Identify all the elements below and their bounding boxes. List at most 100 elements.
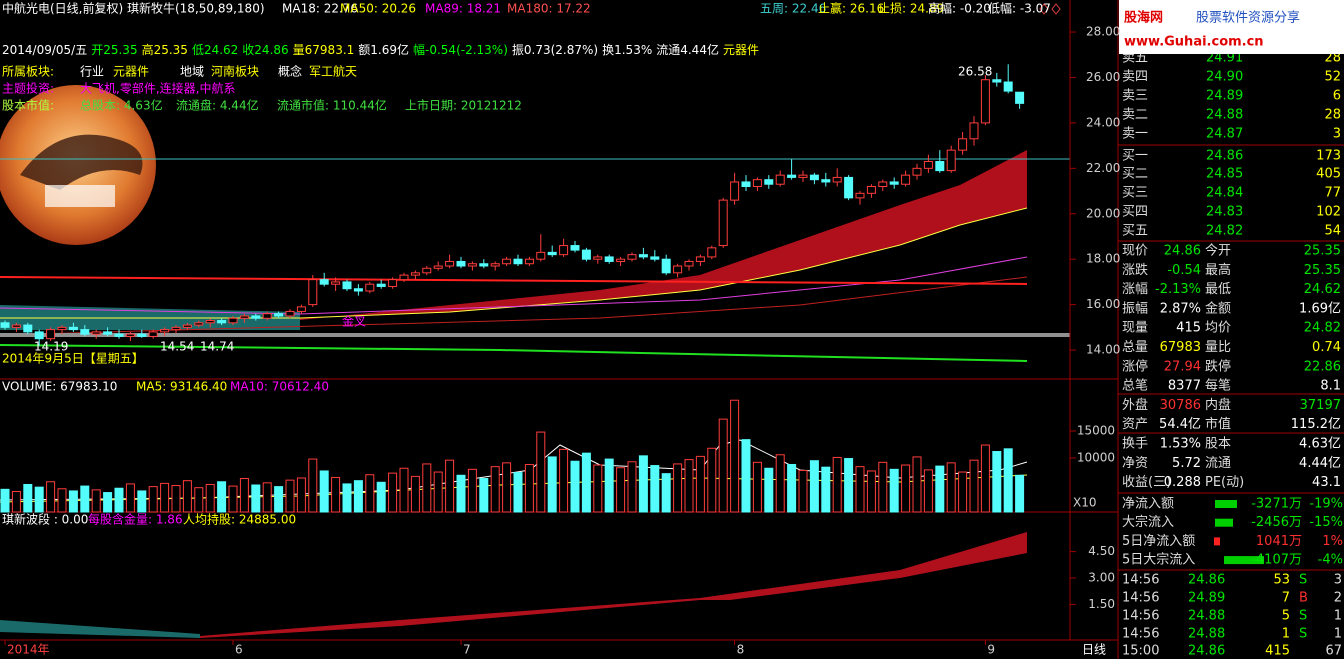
- volume-bar: [1003, 448, 1013, 513]
- bar-info-item: 元器件: [723, 43, 759, 57]
- volume-bar: [262, 482, 272, 513]
- trade-side: B: [1299, 591, 1308, 606]
- volume-bar: [901, 464, 911, 513]
- volume-bar: [730, 399, 740, 513]
- quote-label: 金额: [1205, 300, 1231, 316]
- book-label: 买四: [1122, 205, 1148, 220]
- volume-bar: [433, 471, 443, 513]
- quote-label: 换手: [1122, 437, 1148, 452]
- volume-bar: [410, 475, 420, 513]
- candle-body: [239, 315, 249, 319]
- info-item: 股本市值:: [2, 98, 54, 113]
- quote-label: 现量: [1122, 321, 1148, 336]
- volume-bar: [103, 492, 113, 513]
- bar-info: 2014/09/05/五 开25.35 高25.35 低24.62 收24.86 量679…: [2, 42, 759, 57]
- volume-bar: [741, 439, 751, 513]
- book-label: 买五: [1122, 224, 1148, 239]
- flow-label: 5日大宗流入: [1122, 552, 1195, 568]
- candle-body: [593, 256, 603, 260]
- volume-bar: [68, 490, 78, 513]
- candle-body: [456, 260, 466, 267]
- volume-bar: [536, 431, 546, 513]
- candle-body: [46, 329, 56, 340]
- candle-body: [68, 326, 78, 331]
- volume-bar: [182, 480, 192, 513]
- flow-label: 5日净流入额: [1122, 534, 1195, 549]
- trade-side: S: [1299, 627, 1307, 642]
- bar-info-item: 2014/09/05/五: [2, 43, 87, 57]
- candle-body: [217, 320, 227, 324]
- quote-value: 5.72: [1172, 456, 1201, 471]
- candle-body: [182, 324, 192, 328]
- volume-bar: [958, 471, 968, 513]
- volume-bar: [353, 480, 363, 513]
- quote-label: 市值: [1205, 416, 1231, 432]
- candle-body: [958, 138, 968, 151]
- bar-info-item: 量67983.1: [293, 43, 355, 57]
- info-item: 所属板块:: [2, 65, 54, 79]
- green-line: [0, 344, 1028, 362]
- volume-bar: [342, 483, 352, 513]
- candle-body: [376, 283, 386, 287]
- book-volume: 54: [1324, 224, 1341, 239]
- book-volume: 6: [1333, 89, 1341, 104]
- candle-body: [137, 333, 147, 337]
- candle-body: [616, 258, 626, 262]
- candle-body: [365, 283, 375, 292]
- candle-body: [467, 263, 477, 267]
- wave-band: [200, 532, 1027, 638]
- volume-bar: [445, 459, 455, 513]
- flow-bar: [1214, 537, 1220, 546]
- y-tick-label: 15000: [1077, 423, 1115, 437]
- annotation: 26.58: [958, 65, 992, 79]
- candle-body: [331, 281, 341, 285]
- trade-price: 24.88: [1188, 627, 1225, 642]
- quote-value: 37197: [1300, 398, 1341, 413]
- volume-bar: [456, 474, 466, 513]
- info-item: 上市日期: 20121212: [405, 98, 522, 113]
- candle-body: [980, 79, 990, 124]
- info-item: 主题投资:: [2, 81, 54, 96]
- quote-label: 振幅: [1122, 301, 1148, 316]
- trade-volume: 53: [1273, 573, 1290, 588]
- candle-body: [34, 331, 44, 340]
- quote-label: 每笔: [1205, 378, 1231, 394]
- volume-bar: [148, 486, 158, 513]
- candle-body: [502, 258, 512, 265]
- quote-value: 43.1: [1312, 475, 1341, 490]
- trade-count: 2: [1334, 591, 1342, 606]
- candle-body: [422, 267, 432, 274]
- candle-body: [912, 167, 922, 176]
- book-volume: 28: [1324, 108, 1341, 123]
- info-item: 概念: [278, 64, 302, 79]
- candle-body: [707, 247, 717, 258]
- volume-bar: [331, 476, 341, 513]
- info-item: 大飞机,零部件,连接器,中航系: [80, 81, 235, 96]
- candle-body: [536, 251, 546, 260]
- stop-value: 止损: 24.89: [878, 2, 944, 16]
- candle-body: [23, 324, 33, 333]
- trade-price: 24.86: [1188, 573, 1225, 588]
- quote-value: 30786: [1160, 398, 1201, 413]
- stop-value: 五周: 22.46: [760, 2, 826, 16]
- volume-bar: [80, 485, 90, 513]
- candle-body: [650, 256, 660, 260]
- quote-label: 收益(三): [1122, 475, 1171, 490]
- trade-price: 24.86: [1188, 644, 1225, 659]
- quote-label: 最高: [1205, 262, 1231, 278]
- quote-value: 24.62: [1304, 282, 1341, 297]
- candle-body: [695, 256, 705, 262]
- candle-body: [479, 263, 489, 267]
- y-tick-label: 24.00: [1086, 115, 1120, 129]
- quote-value: 67983: [1160, 340, 1201, 355]
- indicator-title: 每股含金量: 1.86: [88, 512, 183, 527]
- candle-body: [627, 254, 637, 260]
- book-price: 24.84: [1206, 186, 1243, 201]
- volume-bar: [274, 486, 284, 513]
- volume-bar: [205, 483, 215, 513]
- book-volume: 77: [1324, 186, 1341, 201]
- book-price: 24.91: [1206, 51, 1243, 66]
- candle-body: [581, 249, 591, 260]
- volume-bar: [23, 483, 33, 513]
